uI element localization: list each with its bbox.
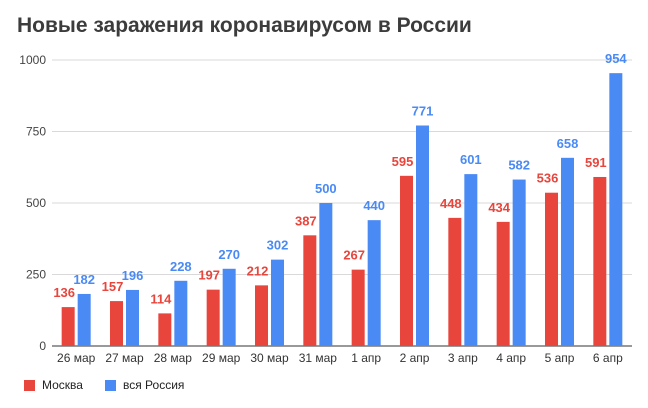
data-label-russia: 582 [508, 158, 530, 173]
y-tick-label: 1000 [19, 53, 46, 67]
bar-moscow [303, 235, 317, 346]
bar-russia [222, 268, 236, 346]
data-label-russia: 228 [170, 259, 192, 274]
data-label-russia: 954 [605, 51, 627, 66]
data-label-moscow: 212 [247, 263, 269, 278]
x-tick-label: 27 мар [105, 351, 144, 365]
chart-legend: Москва вся Россия [24, 378, 206, 392]
data-label-moscow: 267 [343, 248, 365, 263]
data-label-moscow: 157 [102, 279, 124, 294]
y-tick-label: 500 [26, 196, 46, 210]
chart-title: Новые заражения коронавирусом в России [17, 14, 472, 37]
bar-moscow [255, 285, 268, 346]
bar-moscow [61, 307, 75, 346]
bar-moscow [448, 217, 462, 346]
data-label-moscow: 387 [295, 213, 317, 228]
data-label-moscow: 595 [392, 154, 414, 169]
bar-moscow [496, 221, 510, 346]
legend-item-russia: вся Россия [104, 378, 185, 392]
legend-label-russia: вся Россия [122, 378, 185, 392]
legend-label-moscow: Москва [42, 378, 83, 392]
data-label-moscow: 114 [150, 291, 172, 306]
bar-russia [126, 289, 139, 346]
bar-moscow [110, 301, 123, 346]
bar-russia [416, 125, 429, 346]
bar-russia [319, 203, 333, 346]
y-tick-label: 750 [26, 125, 46, 139]
bar-russia [464, 174, 478, 346]
y-tick-label: 250 [26, 268, 46, 282]
x-tick-label: 3 апр [448, 351, 478, 365]
x-tick-label: 28 мар [154, 351, 193, 365]
bar-moscow [400, 175, 413, 346]
bar-moscow [351, 269, 365, 346]
x-tick-label: 4 апр [496, 351, 526, 365]
x-tick-label: 30 мар [250, 351, 289, 365]
x-tick-label: 31 мар [299, 351, 338, 365]
data-label-russia: 182 [73, 272, 95, 287]
x-tick-label: 2 апр [400, 351, 430, 365]
data-label-russia: 500 [315, 181, 337, 196]
bar-russia [174, 280, 188, 346]
data-label-russia: 196 [122, 268, 144, 283]
data-label-russia: 302 [267, 238, 289, 253]
bar-russia [512, 179, 526, 346]
bar-russia [609, 73, 623, 346]
data-label-russia: 270 [218, 247, 240, 262]
x-tick-label: 29 мар [202, 351, 241, 365]
bar-moscow [545, 192, 558, 346]
x-tick-label: 26 мар [57, 351, 96, 365]
bar-russia [561, 157, 574, 346]
data-label-moscow: 591 [585, 155, 607, 170]
data-label-russia: 658 [557, 136, 579, 151]
bar-russia [77, 293, 91, 346]
bar-russia [271, 259, 284, 346]
legend-swatch-moscow [24, 379, 35, 391]
data-label-russia: 601 [460, 152, 482, 167]
data-label-moscow: 136 [53, 285, 75, 300]
legend-swatch-russia [104, 379, 116, 391]
data-label-russia: 771 [412, 103, 434, 118]
x-tick-label: 6 апр [593, 351, 623, 365]
bar-moscow [206, 289, 220, 346]
bar-moscow [158, 313, 172, 346]
legend-item-moscow: Москва [24, 378, 83, 392]
data-label-moscow: 197 [198, 268, 220, 283]
y-tick-label: 0 [39, 339, 46, 353]
bar-russia [367, 220, 381, 346]
data-label-russia: 440 [363, 198, 385, 213]
data-label-moscow: 448 [440, 196, 462, 211]
bar-moscow [593, 176, 607, 346]
data-label-moscow: 536 [537, 171, 559, 186]
x-tick-label: 1 апр [351, 351, 381, 365]
data-label-moscow: 434 [488, 200, 510, 215]
x-tick-label: 5 апр [545, 351, 575, 365]
